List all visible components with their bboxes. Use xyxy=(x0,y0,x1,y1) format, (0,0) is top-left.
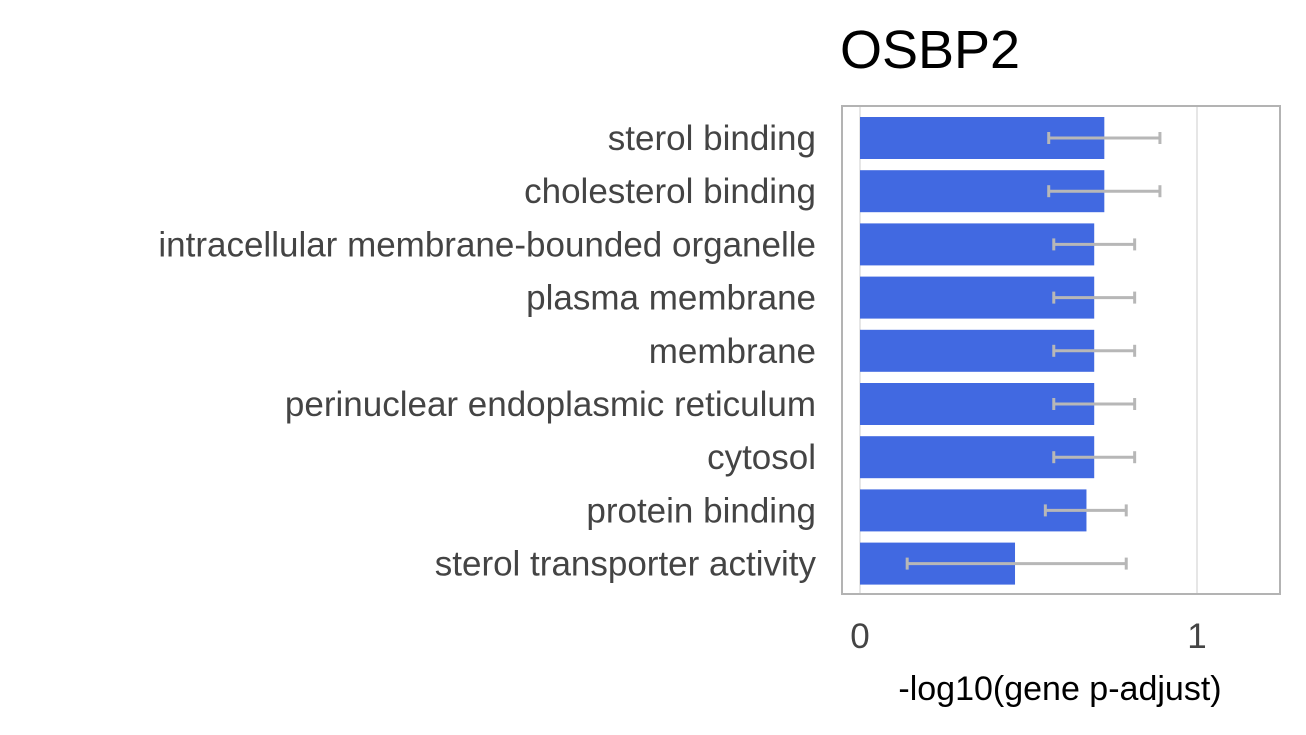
category-label-2: intracellular membrane-bounded organelle xyxy=(158,225,816,264)
error-bar-0 xyxy=(1047,132,1162,144)
category-label-8: sterol transporter activity xyxy=(435,545,817,584)
category-label-7: protein binding xyxy=(586,491,816,530)
category-label-1: cholesterol binding xyxy=(524,172,816,211)
x-axis-label: -log10(gene p-adjust) xyxy=(898,670,1221,708)
error-bars xyxy=(905,132,1162,570)
x-tick-label-1: 1 xyxy=(1187,617,1206,656)
chart-title: OSBP2 xyxy=(840,20,1020,80)
error-bar-4 xyxy=(1052,344,1137,357)
error-bar-6 xyxy=(1052,451,1137,464)
category-label-5: perinuclear endoplasmic reticulum xyxy=(285,385,816,424)
error-bar-3 xyxy=(1052,291,1137,304)
category-label-3: plasma membrane xyxy=(526,279,816,318)
category-label-4: membrane xyxy=(649,332,816,371)
plot-frame xyxy=(841,105,1281,595)
bars xyxy=(860,117,1105,585)
error-bar-5 xyxy=(1052,398,1137,410)
error-bar-8 xyxy=(905,557,1128,570)
error-bar-7 xyxy=(1043,504,1128,517)
error-bar-1 xyxy=(1047,185,1162,198)
error-bar-2 xyxy=(1052,238,1137,251)
category-label-6: cytosol xyxy=(707,438,816,477)
x-tick-label-0: 0 xyxy=(850,617,869,656)
category-labels: sterol binding cholesterol binding intrace… xyxy=(158,119,816,584)
category-label-0: sterol binding xyxy=(608,119,816,158)
